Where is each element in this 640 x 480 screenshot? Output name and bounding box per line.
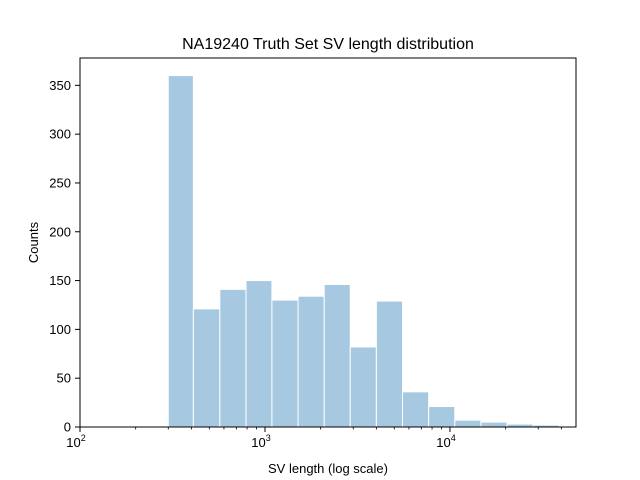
histogram-bar bbox=[297, 295, 325, 428]
histogram-bar bbox=[192, 308, 221, 428]
y-tick-label: 350 bbox=[49, 78, 71, 93]
y-tick-label: 200 bbox=[49, 224, 71, 239]
y-tick-label: 0 bbox=[64, 420, 71, 435]
y-axis-ticks: 0 50 100 150 200 250 300 350 bbox=[49, 78, 80, 435]
histogram-bar bbox=[375, 300, 404, 428]
x-tick-label: 104 bbox=[436, 433, 455, 450]
histogram-bar bbox=[219, 288, 247, 428]
histogram-bar bbox=[428, 406, 456, 428]
histogram-bar bbox=[167, 75, 194, 428]
x-tick-label: 102 bbox=[66, 433, 85, 450]
bars bbox=[167, 75, 577, 428]
histogram-bar bbox=[349, 346, 377, 428]
x-axis-ticks: 102 103 104 bbox=[66, 427, 562, 450]
histogram-bar bbox=[480, 421, 508, 428]
y-tick-label: 100 bbox=[49, 322, 71, 337]
histogram-bar bbox=[454, 419, 482, 428]
y-tick-label: 50 bbox=[57, 371, 71, 386]
chart-title: NA19240 Truth Set SV length distribution bbox=[182, 36, 474, 53]
y-axis-label: Counts bbox=[26, 221, 41, 263]
x-tick-label: 103 bbox=[251, 433, 270, 450]
y-tick-label: 150 bbox=[49, 273, 71, 288]
y-tick-label: 300 bbox=[49, 127, 71, 142]
histogram-bar bbox=[402, 391, 430, 428]
histogram-bar bbox=[271, 299, 299, 428]
histogram-bar bbox=[323, 283, 351, 428]
y-tick-label: 250 bbox=[49, 175, 71, 190]
histogram-bar bbox=[245, 280, 273, 428]
x-axis-label: SV length (log scale) bbox=[268, 461, 388, 476]
plot-frame bbox=[79, 57, 577, 428]
